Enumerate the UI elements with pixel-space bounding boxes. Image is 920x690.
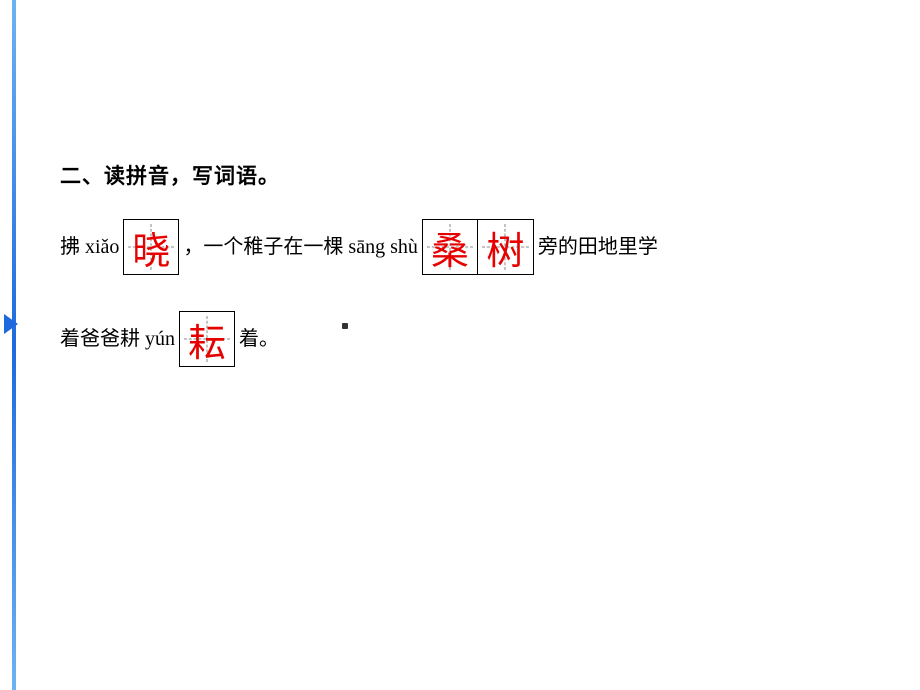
exercise-line-2: 着爸爸耕 yún 耘 着。 (60, 310, 880, 368)
char-box-xiao: 晓 (123, 219, 179, 275)
line2-seg1: 着爸爸耕 yún (60, 310, 175, 368)
slide-dot-marker (342, 323, 348, 329)
answer-yun: 耘 (180, 312, 234, 366)
exercise-line-1: 拂 xiǎo 晓 ，一个稚子在一棵 sāng shù 桑 树 旁的田地里学 (60, 218, 880, 276)
line1-seg3: 旁的田地里学 (538, 218, 658, 276)
char-box-sang: 桑 (422, 219, 478, 275)
line1-seg1: 拂 xiǎo (60, 218, 119, 276)
answer-sang: 桑 (423, 220, 477, 274)
char-box-yun: 耘 (179, 311, 235, 367)
answer-shu: 树 (478, 220, 533, 274)
slide-arrow-indicator (4, 314, 18, 334)
line2-seg2: 着。 (239, 310, 279, 368)
char-box-group-sangshu: 桑 树 (422, 219, 534, 275)
char-box-shu: 树 (478, 219, 534, 275)
slide-left-border (12, 0, 16, 690)
exercise-content: 二、读拼音，写词语。 拂 xiǎo 晓 ，一个稚子在一棵 sāng shù 桑 … (60, 160, 880, 402)
line1-seg2: ，一个稚子在一棵 sāng shù (183, 218, 417, 276)
exercise-title: 二、读拼音，写词语。 (60, 160, 880, 190)
answer-xiao: 晓 (124, 220, 178, 274)
